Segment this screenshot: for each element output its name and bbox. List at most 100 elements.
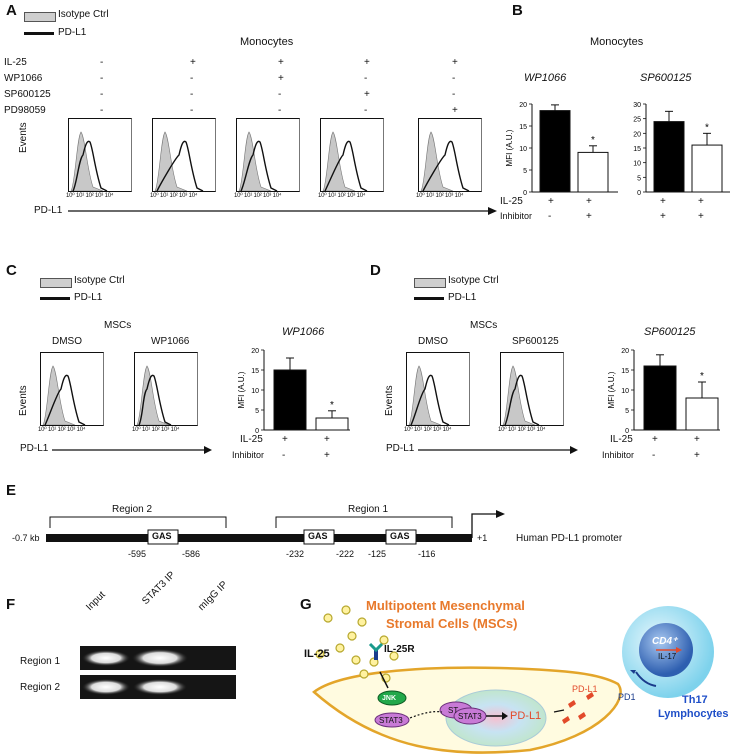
treatment-sign: + [452,57,458,68]
g-stat3-dimer2-label: STAT3 [458,712,482,721]
inhibitor-sign: - [282,450,286,461]
treatment-label: SP600125 [4,89,51,100]
significance-star: * [330,400,334,411]
il25-sign: + [694,434,700,445]
bar [691,144,723,193]
pos-222: -222 [336,549,355,559]
treatment-sign: + [452,105,458,116]
histogram-ticks: 10⁰ 10¹ 10² 10³ 10⁴ [132,427,180,433]
c-pdl1-label: PD-L1 [74,292,103,303]
lane-input: Input [84,589,108,613]
chart-b2: 0 5 10 15 20 25 30 * [633,102,730,196]
treatment-sign: + [364,57,370,68]
g-title-line1: Multipotent Mesenchymal [366,598,525,613]
treatment-sign: + [364,89,370,100]
inhibitor-sign: + [694,450,700,461]
tss-arrow-head [496,510,505,518]
il25-sign: + [324,434,330,445]
panel-d-ylabel: Events [384,385,395,416]
pos-595: -595 [128,549,147,559]
g-stat3-label: STAT3 [379,716,403,725]
treatment-sign: - [100,57,104,68]
bar [315,417,349,431]
y-tick-label: 15 [633,146,641,153]
panel-a-xlabel: PD-L1 [34,205,63,216]
treatment-sign: - [100,89,104,100]
panel-c-xlabel: PD-L1 [20,443,49,454]
panel-c-label: C [6,262,17,279]
gel-row1-label: Region 1 [20,656,61,667]
d-isotype-swatch [414,278,446,288]
y-axis-label: MFI (A.U.) [607,371,616,408]
panel-d-x-arrow [418,446,578,454]
y-tick-label: 20 [633,131,641,138]
panel-b-label: B [512,2,523,19]
panel-b-title: Monocytes [590,36,644,48]
pos-125: -125 [368,549,387,559]
d-isotype-label: Isotype Ctrl [448,275,499,286]
g-th17-line1: Th17 [682,694,708,706]
il25-sign: + [652,434,658,445]
treatment-sign: + [278,73,284,84]
treatment-sign: - [278,105,282,116]
g-title-line2: Stromal Cells (MSCs) [386,616,518,631]
jnk-node [377,690,407,706]
isotype-curve [42,365,76,425]
treatment-label: IL-25 [4,57,27,68]
gas-box-3 [385,529,417,545]
histogram-ticks: 10⁰ 10¹ 10² 10³ 10⁴ [498,427,546,433]
histogram-plot [152,118,216,192]
y-tick-label: 5 [523,168,527,175]
inhibitor-sign: + [698,211,704,222]
y-tick-label: 0 [637,190,641,196]
panel-c-row1-label: IL-25 [240,434,263,445]
panel-d-cond1: DMSO [418,336,448,347]
region1-label: Region 1 [348,504,389,515]
panel-c-cond2: WP1066 [151,336,190,347]
promoter-start: -0.7 kb [12,533,40,543]
treatment-sign: - [452,73,456,84]
chart-d: 0 5 10 15 20 MFI (A.U.) * [607,348,720,434]
y-tick-label: 15 [251,368,259,375]
treatment-label: PD98059 [4,105,46,116]
stat3-node [374,712,410,728]
histogram-plot [500,352,564,426]
y-tick-label: 10 [519,146,527,153]
pdl1-curve [504,374,540,425]
g-cd4-label: CD4⁺ [652,636,678,647]
histogram-ticks: 10⁰ 10¹ 10² 10³ 10⁴ [404,427,452,433]
treatment-sign: - [100,105,104,116]
il25-sign: + [698,196,704,207]
y-tick-label: 5 [255,408,259,415]
panel-d-cond2: SP600125 [512,336,559,347]
y-tick-label: 20 [621,348,629,355]
region2-bracket [49,516,227,528]
tss-arrow-line [471,513,498,538]
chart-b2-title: SP600125 [640,72,692,84]
d-pdl1-line [414,297,444,300]
panel-a-ylabel: Events [18,122,29,153]
bar [643,365,677,431]
significance-star: * [700,371,704,382]
pdl1-legend-line [24,32,54,35]
panel-c-cond1: DMSO [52,336,82,347]
isotype-curve [420,131,454,191]
band-r1-stat3 [132,649,188,667]
histogram-plot [320,118,384,192]
treatment-sign: - [190,105,194,116]
panel-f-label: F [6,596,16,613]
g-pdl1-label: PD-L1 [572,684,598,694]
y-axis-label: MFI (A.U.) [505,129,514,166]
y-tick-label: 10 [251,388,259,395]
region2-label: Region 2 [112,504,153,515]
inhibitor-sign: + [660,211,666,222]
g-pd1-label: PD1 [618,692,636,702]
c-isotype-swatch [40,278,72,288]
histogram-ticks: 10⁰ 10¹ 10² 10³ 10⁴ [234,193,282,199]
gas-box-2 [303,529,335,545]
y-tick-label: 0 [523,190,527,196]
chart-b1-title: WP1066 [524,72,567,84]
il25-sign: + [660,196,666,207]
pdl1-curve [422,140,470,191]
pdl1-curve [44,374,86,425]
